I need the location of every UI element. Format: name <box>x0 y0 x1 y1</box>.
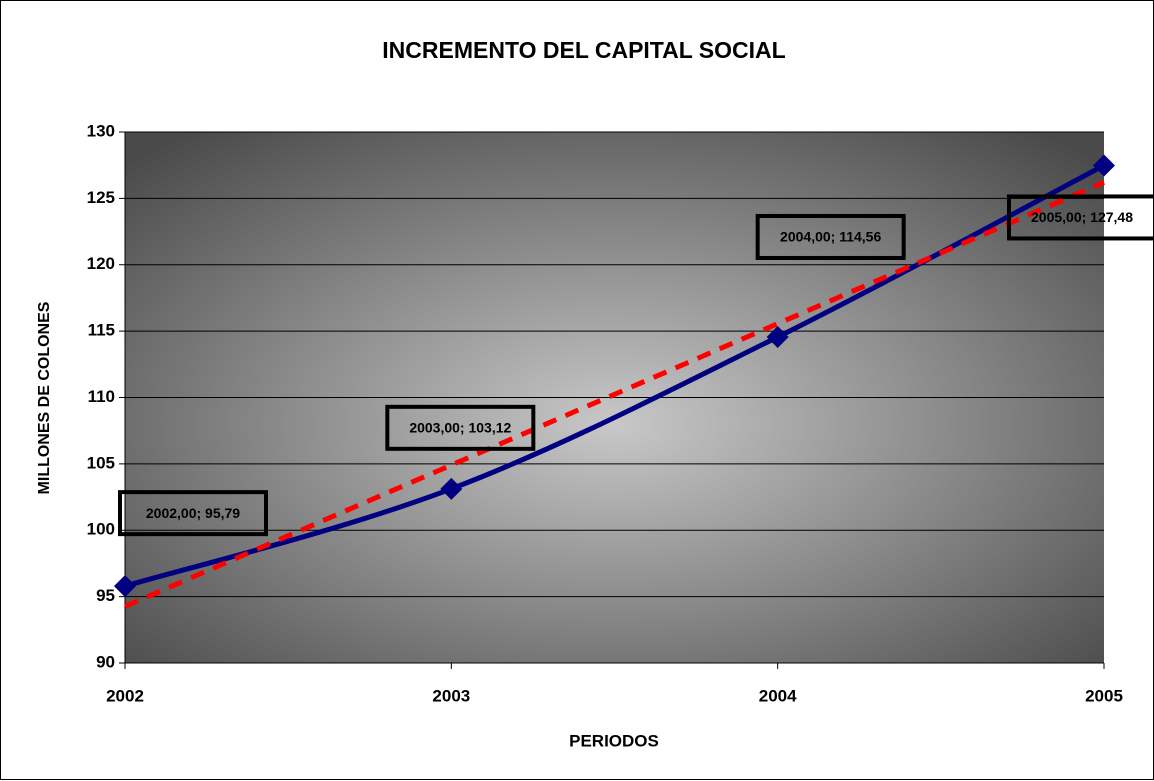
y-tick-label: 110 <box>88 387 115 406</box>
marker <box>1093 154 1115 177</box>
data-label: 2004,00; 114,56 <box>780 229 881 245</box>
series-line <box>124 163 1106 589</box>
marker <box>114 575 136 598</box>
data-label-box <box>755 213 906 260</box>
data-label-box <box>118 490 268 537</box>
chart-title: INCREMENTO DEL CAPITAL SOCIAL <box>382 37 785 63</box>
x-tick-label: 2003 <box>432 686 470 705</box>
marker <box>440 477 463 500</box>
y-axis-label: MILLONES DE COLONES <box>36 301 53 494</box>
data-label: 2002,00; 95,79 <box>146 505 240 521</box>
y-tick-label: 120 <box>87 254 115 273</box>
trend-line <box>124 180 1105 609</box>
x-tick-label: 2005 <box>1085 686 1123 705</box>
marker <box>766 325 789 348</box>
data-label-box <box>385 404 536 451</box>
x-tick-label: 2002 <box>106 686 144 705</box>
y-tick-label: 90 <box>96 652 115 671</box>
data-label: 2005,00; 127,48 <box>1031 209 1133 225</box>
y-tick-label: 125 <box>87 188 115 207</box>
data-label-box <box>1007 194 1154 241</box>
y-tick-label: 95 <box>96 586 115 605</box>
x-axis-label: PERIODOS <box>569 731 659 750</box>
y-tick-label: 105 <box>87 453 115 472</box>
y-tick-label: 100 <box>87 520 115 539</box>
data-label: 2003,00; 103,12 <box>409 420 511 436</box>
y-tick-label: 115 <box>88 321 115 340</box>
x-tick-label: 2004 <box>759 686 797 705</box>
y-tick-label: 130 <box>87 121 115 140</box>
